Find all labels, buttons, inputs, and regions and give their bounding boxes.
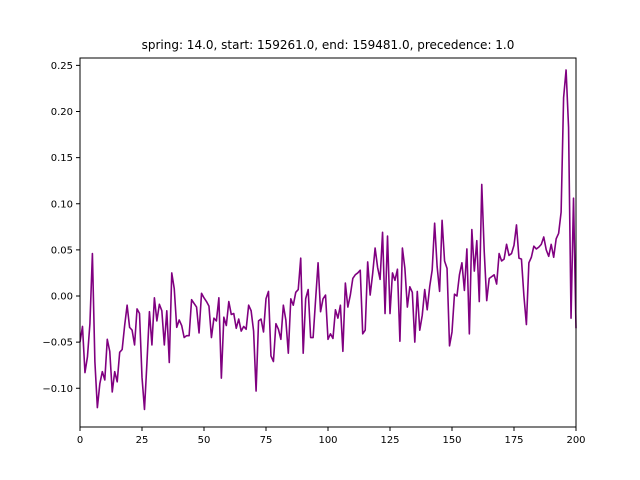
- y-tick-label: 0.25: [51, 61, 73, 72]
- x-tick-label: 25: [136, 435, 149, 446]
- y-tick-label: −0.10: [42, 384, 73, 395]
- y-axis: −0.10 −0.05 0.00 0.05 0.10 0.15 0.20 0.25: [42, 61, 80, 395]
- x-tick-label: 200: [566, 435, 585, 446]
- y-tick-label: 0.10: [51, 199, 73, 210]
- x-tick-label: 150: [442, 435, 461, 446]
- series-line-0: [79, 69, 577, 411]
- x-tick-label: 75: [260, 435, 273, 446]
- plot-frame: [79, 57, 577, 428]
- x-axis: 0 25 50 75 100 125 150 175 200: [77, 427, 586, 446]
- x-tick-label: 175: [504, 435, 523, 446]
- x-tick-label: 100: [318, 435, 337, 446]
- chart-title: spring: 14.0, start: 159261.0, end: 1594…: [142, 38, 515, 52]
- plot-area: [79, 69, 577, 411]
- y-tick-label: 0.20: [51, 107, 73, 118]
- y-tick-label: 0.05: [51, 245, 73, 256]
- x-tick-label: 0: [77, 435, 83, 446]
- y-tick-label: 0.00: [51, 292, 73, 303]
- y-tick-label: 0.15: [51, 153, 73, 164]
- x-tick-label: 125: [380, 435, 399, 446]
- x-tick-label: 50: [198, 435, 211, 446]
- y-tick-label: −0.05: [42, 338, 73, 349]
